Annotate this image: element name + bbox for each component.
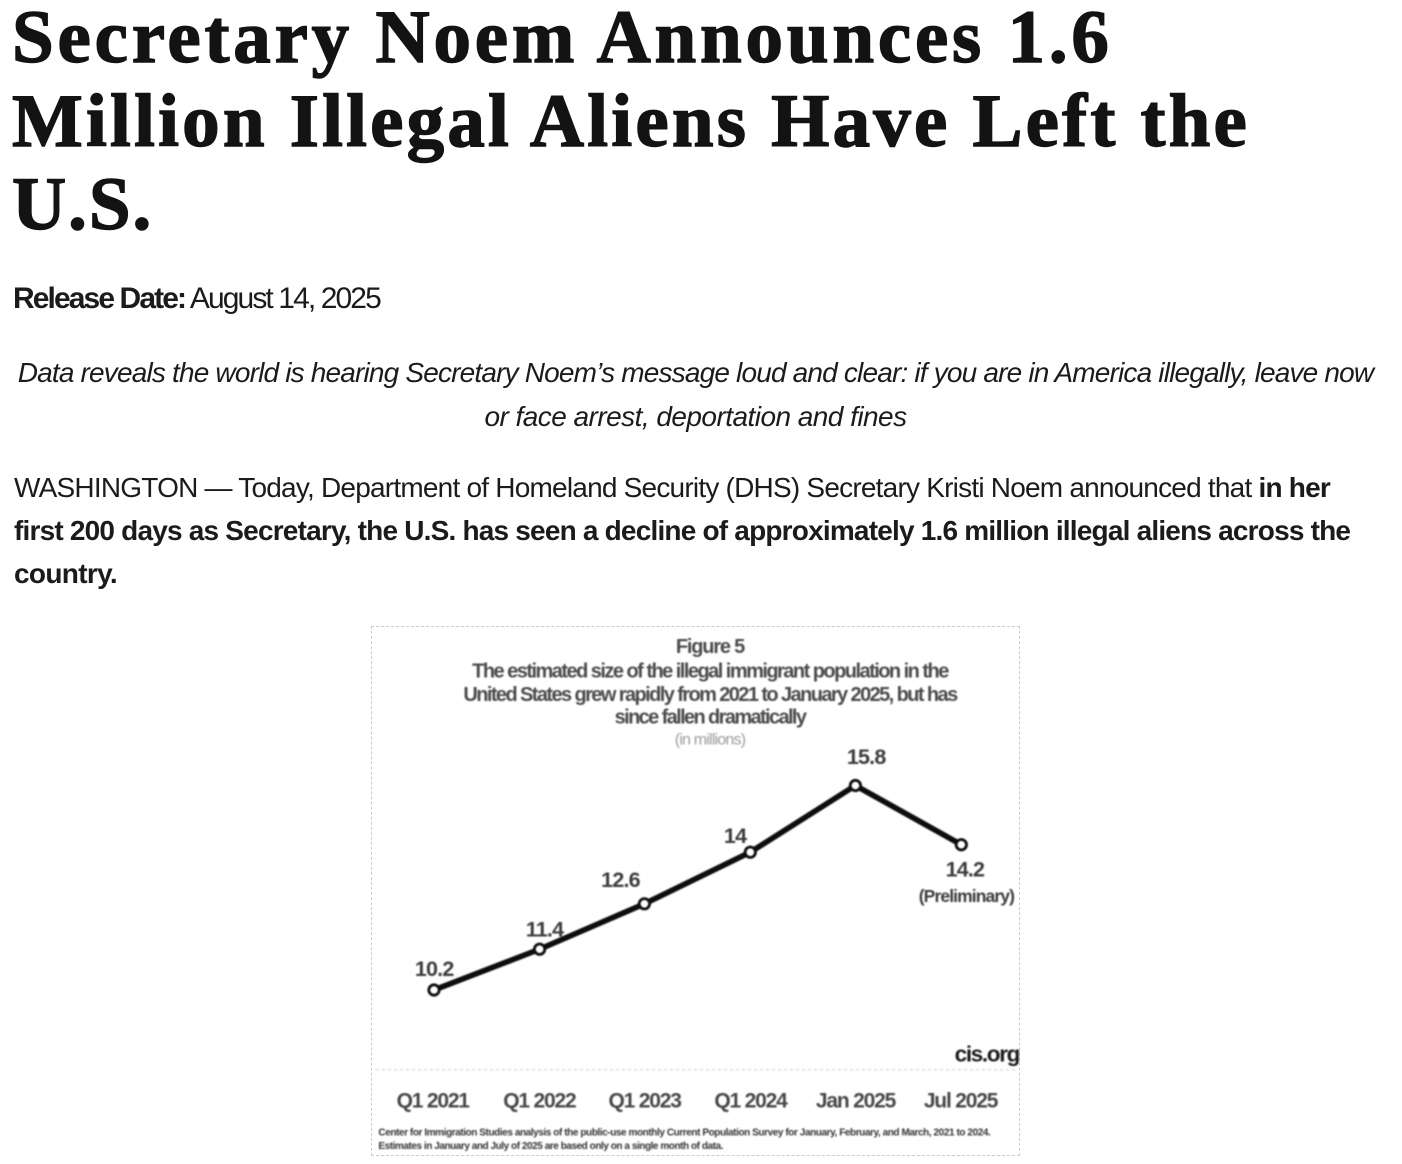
svg-text:Figure 5: Figure 5 (675, 636, 744, 658)
svg-text:15.8: 15.8 (846, 745, 885, 769)
svg-text:cis.org: cis.org (954, 1041, 1018, 1066)
svg-text:Center for Immigration Studies: Center for Immigration Studies analysis … (378, 1127, 991, 1138)
svg-text:Q1 2022: Q1 2022 (503, 1089, 576, 1112)
svg-text:14.2: 14.2 (945, 858, 984, 882)
svg-text:since fallen dramatically: since fallen dramatically (614, 706, 807, 728)
svg-text:14: 14 (723, 824, 746, 848)
svg-text:Q1 2023: Q1 2023 (608, 1089, 681, 1112)
svg-text:The estimated size of the ille: The estimated size of the illegal immigr… (472, 661, 949, 683)
svg-text:United States grew rapidly fro: United States grew rapidly from 2021 to … (463, 684, 958, 706)
svg-text:12.6: 12.6 (601, 868, 640, 892)
svg-text:(in millions): (in millions) (674, 731, 745, 748)
svg-text:11.4: 11.4 (525, 917, 563, 941)
svg-text:Jul 2025: Jul 2025 (923, 1089, 998, 1112)
svg-text:10.2: 10.2 (414, 957, 453, 981)
svg-text:Q1 2021: Q1 2021 (396, 1089, 470, 1112)
svg-text:(Preliminary): (Preliminary) (918, 886, 1013, 906)
svg-text:Q1 2024: Q1 2024 (714, 1089, 788, 1112)
svg-text:Jan 2025: Jan 2025 (815, 1089, 896, 1112)
svg-text:Estimates in January and July: Estimates in January and July of 2025 ar… (378, 1141, 723, 1152)
